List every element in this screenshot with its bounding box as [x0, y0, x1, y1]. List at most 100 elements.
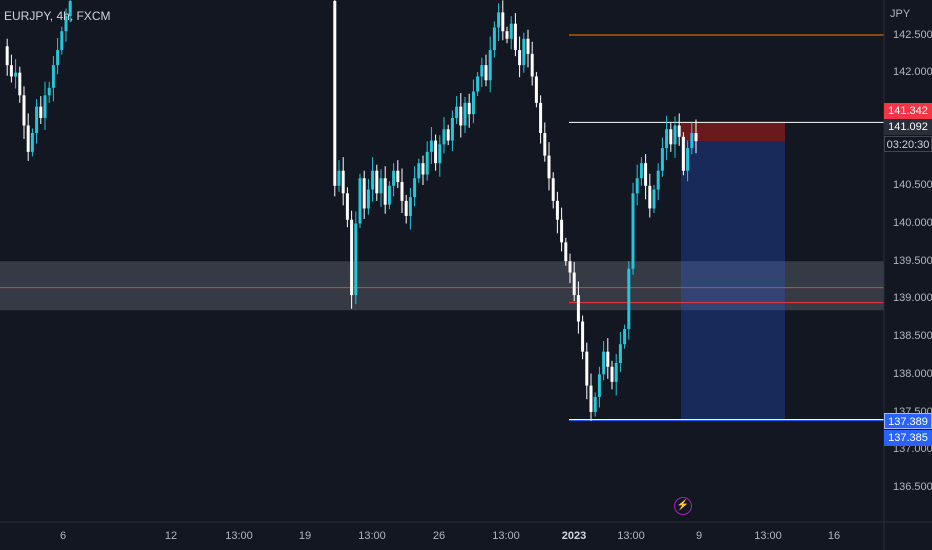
- candle-bull: [379, 178, 383, 194]
- candle-bull: [51, 65, 55, 88]
- position-stop-zone: [681, 122, 785, 142]
- price-tick: 138.000: [893, 367, 932, 380]
- candle-bear: [669, 129, 673, 145]
- stop-price-badge: 141.342: [884, 103, 932, 119]
- time-tick: 6: [59, 530, 67, 542]
- candle-bull: [35, 106, 39, 134]
- candle-bear: [589, 385, 593, 412]
- candle-bear: [581, 321, 585, 352]
- candle-bull: [43, 95, 47, 118]
- time-tick: 13:00: [617, 530, 645, 542]
- low-price-badge: 137.385: [884, 430, 932, 446]
- candle-bear: [434, 140, 438, 164]
- candle-bear: [610, 366, 614, 382]
- candle-bull: [371, 170, 375, 190]
- symbol-legend[interactable]: EURJPY, 4h, FXCM: [4, 9, 111, 23]
- candle-bull: [417, 163, 421, 179]
- price-tick: 137.500: [893, 405, 932, 418]
- lightning-icon[interactable]: ⚡: [674, 497, 692, 515]
- candle-bear: [484, 65, 488, 81]
- candle-bull: [627, 268, 631, 330]
- candle-bear: [375, 170, 379, 194]
- candle-bear: [572, 272, 576, 296]
- candle-bear: [467, 102, 471, 115]
- candle-bull: [30, 133, 34, 152]
- candle-bear: [560, 219, 564, 243]
- candle-bear: [26, 125, 30, 152]
- price-tick: 136.500: [893, 480, 932, 493]
- candle-bull: [450, 117, 454, 141]
- candle-bull: [686, 148, 690, 171]
- candle-bear: [505, 31, 509, 39]
- candle-bear: [333, 1, 337, 186]
- candle-bull: [366, 189, 370, 209]
- candle-bull: [631, 193, 635, 269]
- time-tick: 9: [695, 530, 703, 542]
- candle-bull: [387, 185, 391, 205]
- candle-bull: [597, 374, 601, 397]
- candle-bear: [341, 170, 345, 194]
- price-tick: 139.500: [893, 254, 932, 267]
- candle-bear: [539, 102, 543, 134]
- candle-bear: [606, 351, 610, 367]
- candle-bear: [396, 170, 400, 183]
- candle-bull: [354, 223, 358, 296]
- candle-bear: [534, 76, 538, 103]
- time-tick: 19: [298, 530, 312, 542]
- candle-bull: [413, 178, 417, 198]
- candle-bear: [585, 351, 589, 386]
- time-tick: 26: [432, 530, 446, 542]
- candle-bear: [564, 242, 568, 262]
- price-tick: 139.000: [893, 292, 932, 305]
- target-price-badge: 137.389: [884, 413, 932, 429]
- candle-bear: [362, 178, 366, 209]
- candle-bear: [404, 200, 408, 216]
- candles-layer: [5, 0, 698, 422]
- candle-bull: [455, 106, 459, 118]
- price-tick: 140.500: [893, 179, 932, 192]
- candle-bull: [614, 362, 618, 382]
- position-target-zone: [681, 141, 785, 421]
- candle-bull: [509, 23, 513, 39]
- candle-bull: [337, 170, 341, 186]
- candle-bear: [350, 219, 354, 296]
- candle-bull: [660, 148, 664, 171]
- candle-bear: [9, 65, 13, 77]
- zones-layer: [0, 122, 884, 421]
- time-tick: 13:00: [492, 530, 520, 542]
- candle-bear: [518, 50, 522, 66]
- candle-bear: [400, 182, 404, 201]
- time-tick: 13:00: [225, 530, 253, 542]
- candle-bull: [639, 163, 643, 179]
- candle-bull: [476, 76, 480, 92]
- time-tick: 16: [827, 530, 841, 542]
- candle-bear: [22, 95, 26, 126]
- candle-bear: [5, 46, 9, 66]
- candle-bull: [593, 396, 597, 412]
- candle-bull: [68, 1, 72, 17]
- candle-bull: [425, 151, 429, 175]
- candle-bull: [392, 170, 396, 186]
- candle-bear: [555, 200, 559, 220]
- candle-bull: [665, 129, 669, 149]
- candle-bull: [64, 16, 68, 32]
- candle-bear: [644, 163, 648, 186]
- time-tick: 12: [164, 530, 178, 542]
- candle-bear: [39, 106, 43, 118]
- candle-bear: [530, 53, 534, 77]
- candle-bull: [602, 351, 606, 375]
- candle-bull: [522, 38, 526, 66]
- candle-bear: [18, 72, 22, 96]
- candle-bull: [488, 50, 492, 81]
- candle-bull: [480, 65, 484, 77]
- time-tick: 13:00: [358, 530, 386, 542]
- candle-bull: [471, 91, 475, 115]
- candle-bull: [497, 12, 501, 28]
- candle-bull: [652, 189, 656, 209]
- candle-bear: [568, 261, 572, 273]
- candle-bear: [677, 125, 681, 137]
- candle-bear: [383, 178, 387, 205]
- candle-bull: [656, 170, 660, 190]
